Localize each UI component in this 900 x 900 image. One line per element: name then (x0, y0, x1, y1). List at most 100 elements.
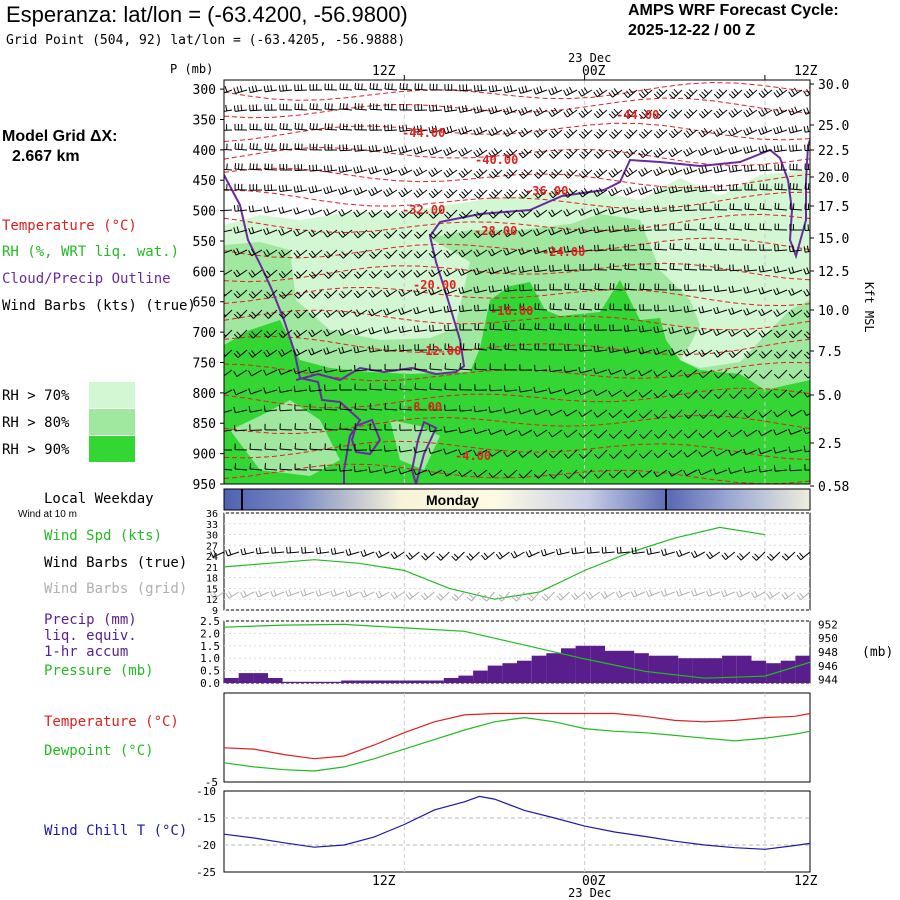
sfc-barb-grid-feather (393, 591, 398, 597)
xs-barb-feather (233, 406, 236, 413)
xs-barb (777, 329, 788, 339)
sfc-barb-grid-feather (360, 591, 364, 598)
xs-barb (313, 289, 323, 299)
xs-barb (265, 409, 278, 412)
xs-barb-feather (653, 326, 656, 333)
xs-barb-feather (234, 143, 236, 150)
xs-barb-feather (404, 166, 408, 173)
xs-barb-feather (446, 126, 450, 133)
xs-barb-feather (701, 306, 705, 313)
xs-barb-feather (330, 164, 333, 171)
xs-barb-feather (338, 188, 342, 195)
xs-barb (460, 309, 473, 313)
sfc-barb-true-feather (661, 549, 664, 556)
xs-barb-feather (611, 188, 615, 195)
xs-barb (611, 389, 623, 397)
xs-barb-feather (686, 130, 691, 136)
xs-barb (399, 369, 413, 371)
xs-barb-feather (279, 143, 281, 150)
sfc-barb-grid-feather (571, 594, 576, 600)
xs-barb-feather (581, 226, 585, 233)
xs-barb-feather (626, 111, 632, 117)
xs-barb-feather (446, 287, 450, 294)
xs-barb-feather (551, 190, 556, 196)
xs-barb (701, 349, 713, 358)
xs-barb-feather (311, 329, 316, 336)
xs-barb (567, 449, 578, 459)
xs-axes: 3003504004505005506006507007508008509009… (193, 75, 849, 495)
wind-tick-label: 24 (206, 552, 218, 563)
xs-barb-feather (458, 251, 463, 258)
sfc-barb-true (709, 551, 721, 560)
xs-barb-feather (431, 190, 436, 196)
xs-barb-feather (638, 453, 644, 459)
xs-barb-feather (758, 266, 761, 273)
xs-barb (550, 389, 563, 394)
xs-barb (579, 288, 593, 291)
xs-barb-feather (735, 164, 738, 171)
xs-barb (774, 208, 788, 211)
xs-barb (791, 409, 803, 417)
xs-barb (340, 169, 353, 173)
xs-barb-feather (488, 428, 492, 435)
xs-barb-feather (548, 192, 554, 199)
xs-barb-feather (688, 89, 694, 95)
sfc-barb-true-feather (466, 555, 472, 561)
xs-barb-feather (703, 108, 709, 114)
xs-barb-feather (506, 210, 511, 217)
xs-barb-feather (383, 191, 388, 197)
xs-barb (672, 389, 683, 399)
xs-barb-feather (582, 344, 584, 351)
xs-barb-feather (521, 229, 526, 235)
xs-barb-feather (521, 265, 525, 272)
legend-precip: Precip (mm) (44, 612, 137, 628)
xs-barb (388, 229, 398, 239)
precip-bar (282, 681, 298, 683)
xs-barb-feather (713, 330, 717, 336)
xs-barb-feather (446, 148, 450, 155)
xs-barb-feather (225, 104, 228, 111)
xs-barb (581, 89, 593, 97)
xs-barb (327, 289, 338, 299)
temperature-contour (224, 237, 810, 259)
xs-barb-feather (608, 153, 614, 159)
xs-barb-feather (398, 468, 402, 475)
xs-barb-feather (598, 87, 604, 94)
precip-tick-label: 2.0 (200, 627, 220, 640)
precip-bar (487, 665, 503, 683)
xs-barb-feather (255, 85, 258, 92)
xs-barb-feather (326, 271, 332, 277)
xs-barb-feather (251, 248, 255, 255)
xs-barb-feather (533, 409, 537, 415)
sfc-barb-true-feather (605, 546, 607, 553)
xs-barb-feather (716, 110, 721, 116)
xs-barb-feather (553, 107, 559, 114)
xs-barb-feather (353, 145, 356, 152)
xs-barb-feather (296, 271, 302, 277)
xs-barb-feather (301, 123, 303, 130)
xs-barb-feather (713, 393, 719, 399)
xs-barb-feather (309, 165, 311, 172)
xs-barb-feather (266, 249, 271, 255)
xs-barb (430, 149, 443, 156)
xs-barb-feather (548, 89, 552, 96)
sfc-barb-grid-feather (303, 589, 307, 596)
xs-barb (760, 449, 773, 455)
xs-barb (597, 109, 608, 119)
xs-barb (718, 389, 728, 399)
xs-barb-feather (251, 85, 255, 93)
xs-barb-feather (551, 209, 556, 216)
sfc-barb-grid-feather (408, 592, 413, 598)
xs-barb (791, 89, 803, 98)
xs-barb (641, 169, 653, 177)
xs-barb (325, 189, 338, 195)
sfc-barb-grid (213, 591, 225, 600)
xs-barb-feather (671, 326, 675, 333)
xs-barb-feather (623, 153, 629, 159)
xs-barb-feather (413, 170, 418, 177)
xs-barb (268, 289, 278, 299)
xs-barb-feather (388, 187, 393, 194)
xs-barb (264, 169, 278, 171)
xs-barb-feather (758, 310, 762, 317)
xs-barb-feather (743, 466, 746, 473)
